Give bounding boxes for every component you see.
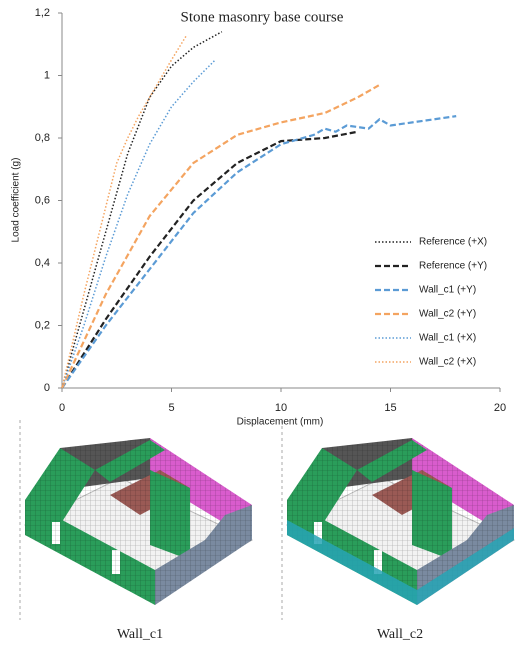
series-line: [62, 116, 456, 388]
x-tick-label: 10: [275, 402, 287, 414]
y-tick-label: 1: [44, 69, 50, 81]
legend-label: Reference (+Y): [419, 261, 487, 272]
series-line: [62, 85, 380, 388]
y-tick-label: 0,4: [35, 257, 50, 269]
model-image: [282, 420, 514, 620]
x-tick-label: 20: [494, 402, 506, 414]
y-tick-label: 1,2: [35, 7, 50, 19]
legend-label: Wall_c1 (+X): [419, 333, 476, 344]
x-axis-label: Displacement (mm): [237, 417, 324, 428]
x-tick-label: 15: [384, 402, 396, 414]
page: Wall_c1 Wall_c2 Stone masonry base cours…: [0, 0, 517, 649]
x-tick-label: 0: [59, 402, 65, 414]
model-image: [20, 420, 252, 620]
legend-label: Wall_c2 (+X): [419, 357, 476, 368]
chart-title: Stone masonry base course: [181, 9, 344, 25]
y-tick-label: 0,8: [35, 132, 50, 144]
y-tick-label: 0,6: [35, 194, 50, 206]
legend-label: Wall_c2 (+Y): [419, 309, 476, 320]
image-caption: Wall_c2: [377, 627, 423, 642]
legend-label: Wall_c1 (+Y): [419, 285, 476, 296]
y-tick-label: 0,2: [35, 319, 50, 331]
legend-label: Reference (+X): [419, 237, 487, 248]
y-axis-label: Load coefficient (g): [11, 158, 22, 243]
y-tick-label: 0: [44, 382, 50, 394]
image-caption: Wall_c1: [117, 627, 163, 642]
x-tick-label: 5: [168, 402, 174, 414]
series-line: [62, 132, 358, 388]
figure: Wall_c1 Wall_c2 Stone masonry base cours…: [0, 0, 517, 649]
